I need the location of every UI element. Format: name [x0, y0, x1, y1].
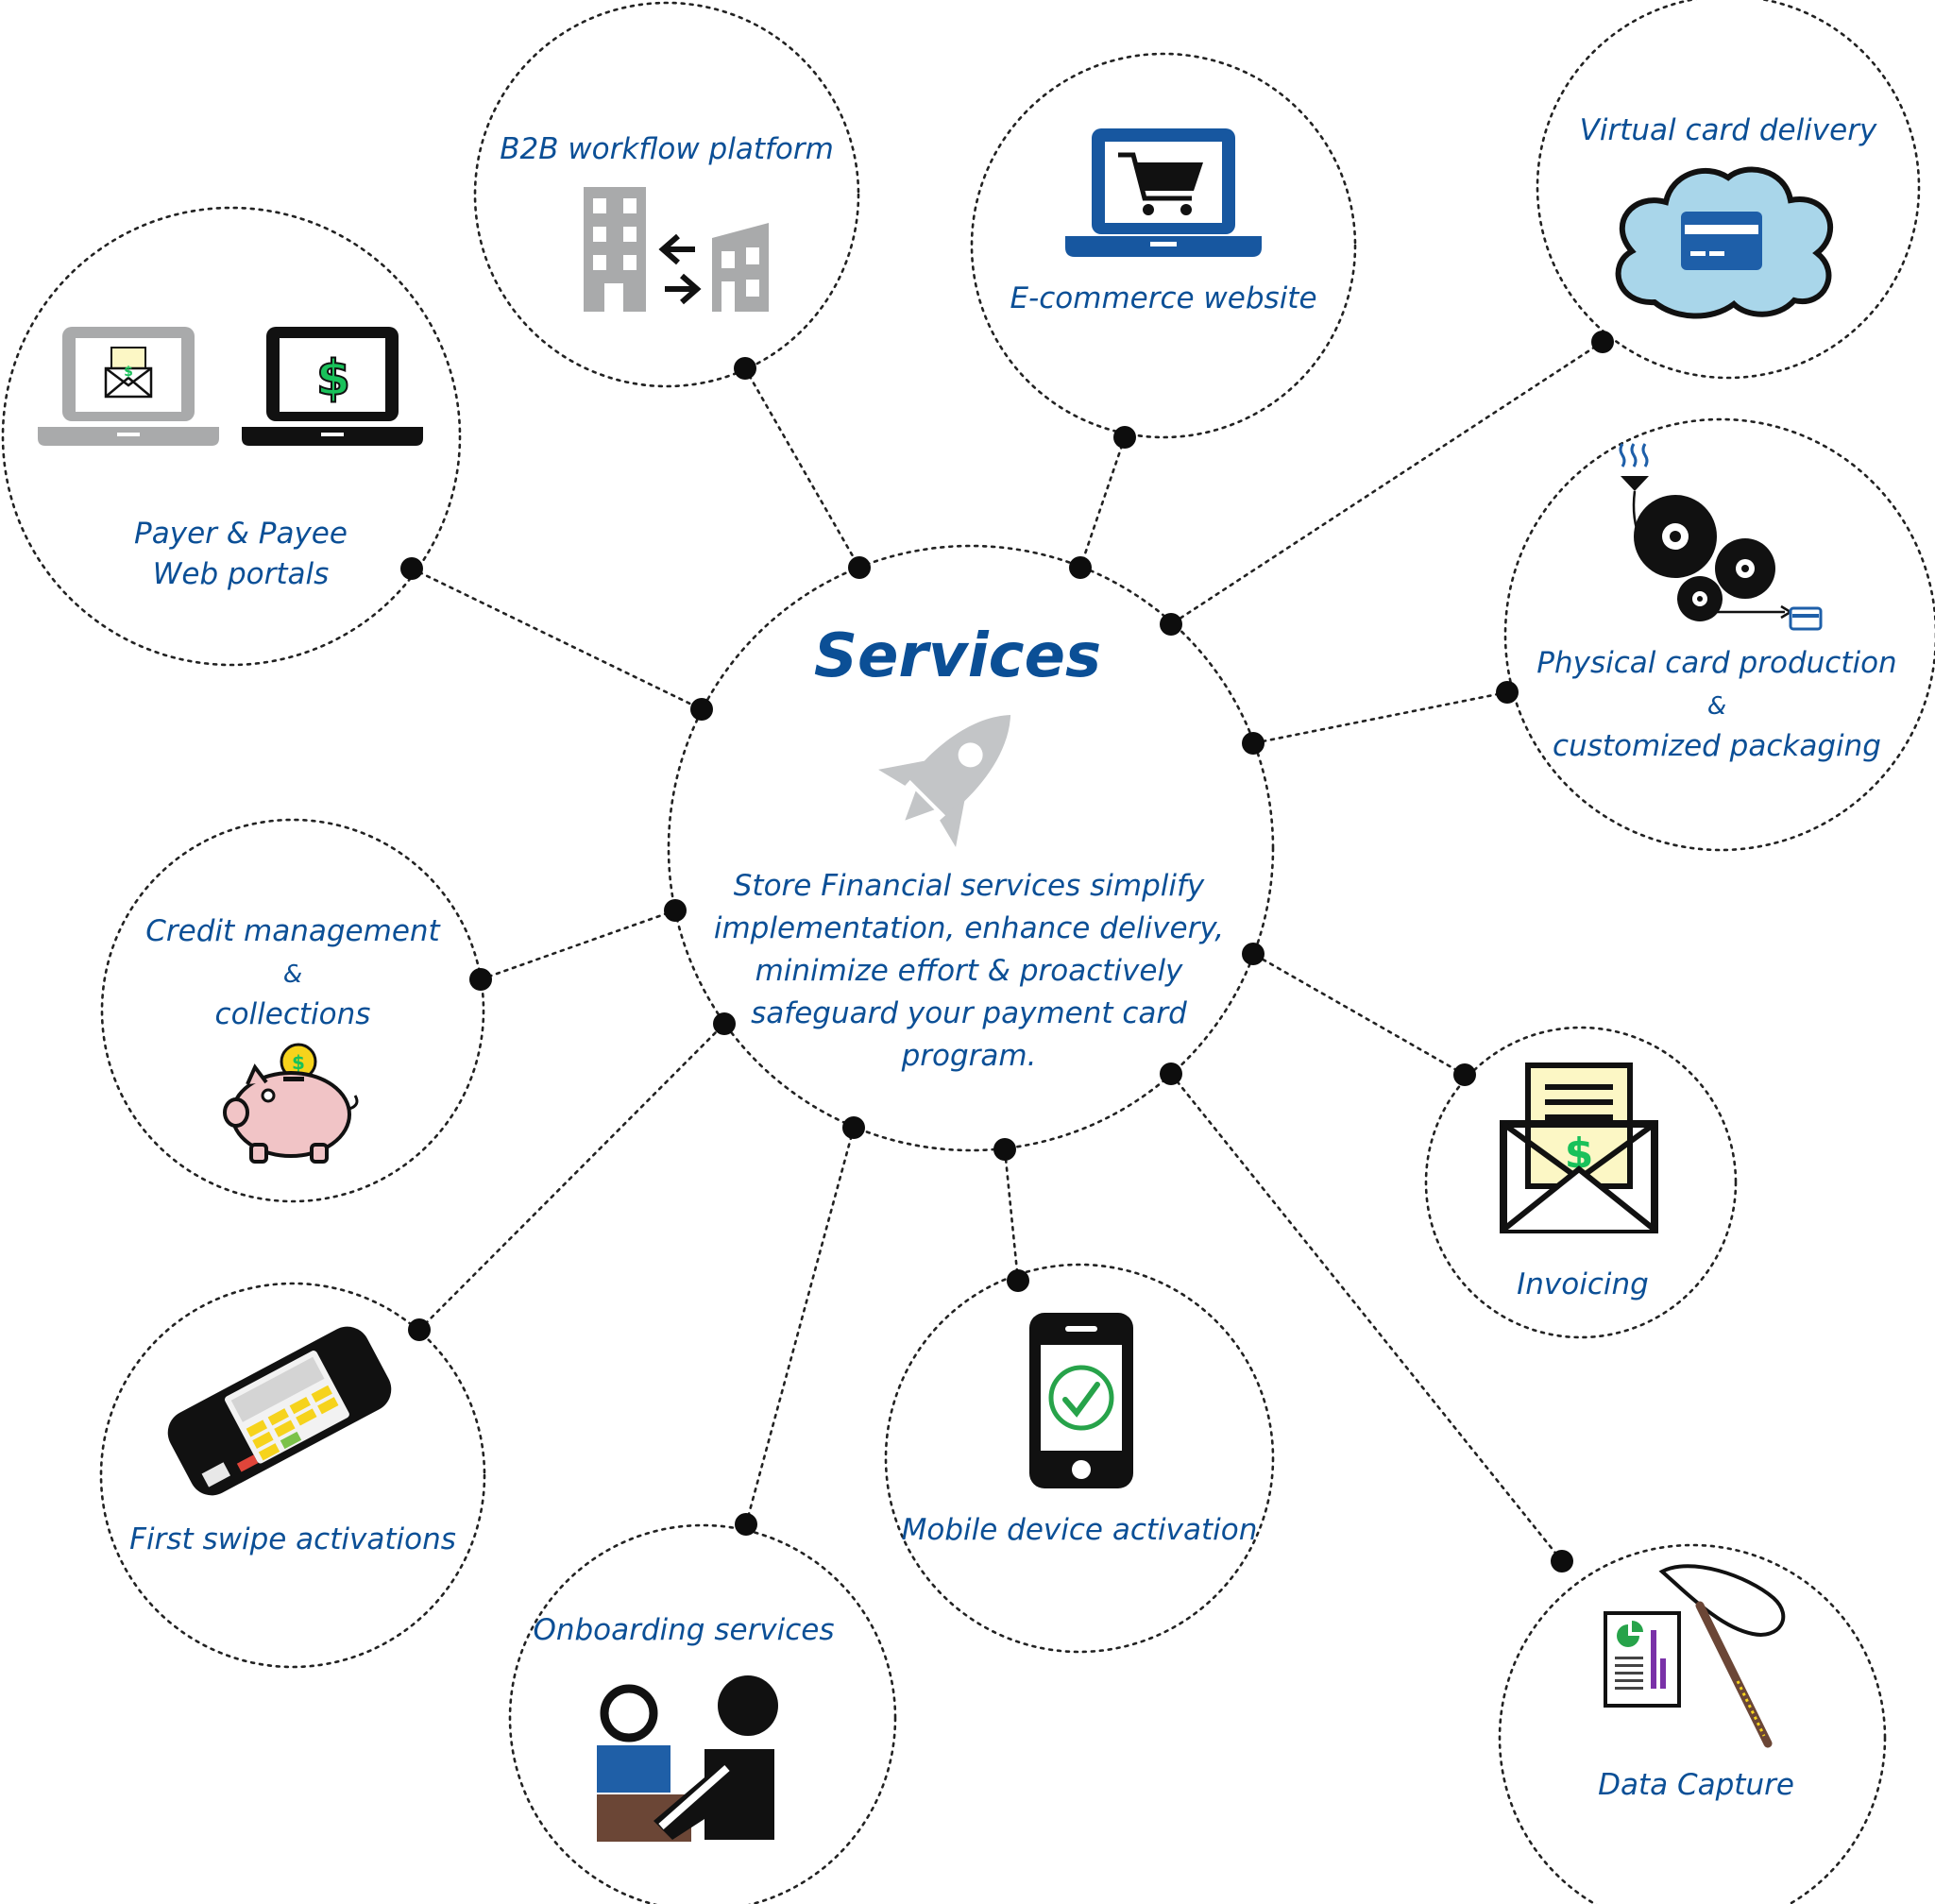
connector-virtual-card [1169, 340, 1604, 626]
laptops-icon: $ $ [38, 327, 423, 446]
dot [1160, 613, 1182, 636]
buildings-exchange-icon [584, 187, 769, 312]
service-credit: Credit management & collections $ [145, 914, 442, 1164]
ring-first-swipe [99, 1282, 486, 1669]
svg-text:$: $ [292, 1051, 305, 1074]
label-ecommerce: E-commerce website [1010, 281, 1316, 315]
center-description-line-1: Store Financial services simplify [734, 869, 1205, 903]
center-node: Services Store Financial services simpli… [714, 621, 1224, 1073]
connector-data-capture [1169, 1072, 1564, 1563]
service-onboarding: Onboarding services [533, 1613, 835, 1842]
connector-physical-card [1251, 690, 1509, 745]
dot [1160, 1062, 1182, 1085]
connector-credit [479, 909, 677, 981]
connector-web-portals [410, 567, 704, 711]
connectors [410, 340, 1604, 1563]
label-virtual-card: Virtual card delivery [1580, 113, 1877, 147]
service-virtual-card: Virtual card delivery [1580, 113, 1877, 319]
label-first-swipe: First swipe activations [129, 1522, 456, 1556]
center-description-line-2: implementation, enhance delivery, [714, 911, 1224, 945]
dot [1551, 1550, 1573, 1572]
ring-web-portals [1, 206, 462, 667]
ring-mobile [884, 1263, 1275, 1654]
dot [400, 557, 423, 580]
people-meeting-icon [597, 1675, 778, 1842]
center-description-line-5: program. [901, 1039, 1037, 1073]
card-terminal-icon [167, 1326, 392, 1496]
dot [690, 698, 713, 721]
dot [735, 1513, 757, 1536]
ring-ecommerce [970, 52, 1357, 439]
label-credit-line-1: Credit management [145, 914, 441, 948]
dot [408, 1318, 431, 1341]
dot [1069, 556, 1092, 579]
dot [1113, 426, 1136, 449]
ring-invoicing [1424, 1026, 1738, 1339]
dot [1242, 732, 1265, 755]
dot [848, 556, 871, 579]
dot [842, 1116, 865, 1139]
label-physical-card-line-1: Physical card production [1536, 646, 1896, 680]
svg-text:$: $ [124, 365, 133, 380]
connector-onboarding [744, 1126, 856, 1526]
service-first-swipe: First swipe activations [129, 1326, 456, 1556]
center-description-line-4: safeguard your payment card [751, 996, 1187, 1030]
dot [1007, 1269, 1029, 1292]
center-ring [667, 544, 1275, 1152]
dot [713, 1012, 736, 1035]
service-data-capture: Data Capture [1598, 1564, 1794, 1802]
ring-virtual-card [1536, 0, 1921, 380]
ring-data-capture [1498, 1543, 1887, 1904]
envelope-invoice-icon: $ [1500, 1062, 1658, 1233]
dot [993, 1138, 1016, 1161]
connector-b2b [743, 366, 861, 570]
ring-physical-card [1503, 417, 1935, 852]
center-description-line-3: minimize effort & proactively [755, 954, 1183, 988]
label-invoicing: Invoicing [1517, 1267, 1649, 1301]
connector-mobile [1003, 1148, 1020, 1283]
dot [1496, 681, 1519, 704]
phone-check-icon [1029, 1313, 1133, 1488]
cloud-card-icon [1615, 166, 1834, 319]
dot [469, 968, 492, 991]
service-ecommerce: E-commerce website [1010, 128, 1317, 315]
ring-credit [100, 818, 485, 1203]
label-onboarding: Onboarding services [533, 1613, 834, 1647]
service-mobile: Mobile device activation [902, 1313, 1258, 1547]
dot [1591, 331, 1614, 353]
dot [1453, 1063, 1476, 1086]
rocket-icon [878, 714, 1011, 847]
label-credit-line-2: & [283, 960, 302, 989]
service-b2b: B2B workflow platform [500, 132, 834, 312]
service-web-portals: $ $ Payer & Payee Web portals [38, 327, 423, 591]
report-net-icon [1604, 1564, 1786, 1748]
connector-ecommerce [1078, 435, 1127, 570]
piggy-bank-icon: $ [223, 1043, 359, 1164]
label-physical-card-line-2: & [1707, 692, 1726, 721]
card-production-rollers-icon [1619, 443, 1823, 631]
label-credit-line-3: collections [215, 997, 371, 1031]
label-web-portals-line-1: Payer & Payee [134, 517, 348, 551]
service-physical-card: Physical card production & customized pa… [1536, 443, 1897, 763]
label-data-capture: Data Capture [1598, 1768, 1794, 1802]
label-b2b: B2B workflow platform [500, 132, 834, 166]
junction-dots [400, 331, 1614, 1572]
ring-onboarding [508, 1523, 897, 1904]
label-mobile: Mobile device activation [902, 1513, 1258, 1547]
dot [664, 899, 687, 922]
dot [734, 357, 756, 380]
dot [1242, 943, 1265, 965]
service-invoicing: $ Invoicing [1500, 1062, 1658, 1301]
ring-b2b [473, 1, 860, 388]
label-physical-card-line-3: customized packaging [1553, 729, 1881, 763]
connector-invoicing [1251, 952, 1467, 1077]
connector-first-swipe [417, 1022, 726, 1332]
laptop-cart-icon [1065, 128, 1262, 257]
center-title: Services [814, 621, 1101, 691]
svg-text:$: $ [316, 350, 350, 407]
label-web-portals-line-2: Web portals [153, 557, 330, 591]
